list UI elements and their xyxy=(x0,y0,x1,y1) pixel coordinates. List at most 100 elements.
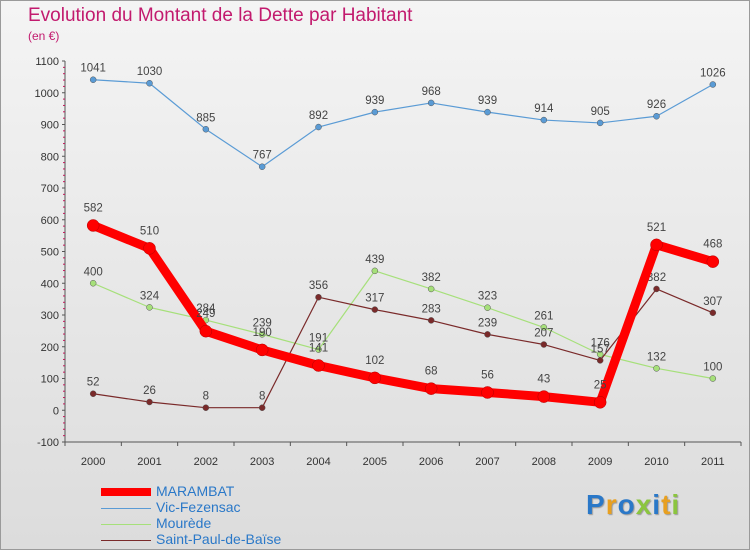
data-point xyxy=(537,390,551,403)
proxiti-logo: Proxiti xyxy=(586,489,681,520)
data-point xyxy=(143,242,156,255)
data-label: 249 xyxy=(196,308,215,320)
data-label: 767 xyxy=(253,150,272,162)
data-point xyxy=(315,123,322,131)
data-point xyxy=(709,375,717,382)
data-label: 317 xyxy=(365,293,384,305)
x-tick-label: 2000 xyxy=(81,456,105,468)
y-tick-label: 100 xyxy=(41,374,59,386)
data-point xyxy=(427,99,435,107)
data-label: 176 xyxy=(591,337,610,349)
data-point xyxy=(593,396,607,409)
x-tick-label: 2011 xyxy=(701,456,725,468)
data-point xyxy=(371,306,379,313)
y-tick-label: 600 xyxy=(41,215,59,227)
data-label: 261 xyxy=(534,310,553,322)
data-point xyxy=(146,79,153,87)
y-tick-label: 900 xyxy=(41,120,59,132)
data-point xyxy=(315,293,322,301)
y-tick-label: 700 xyxy=(41,183,59,195)
data-point xyxy=(706,255,720,268)
data-label: 8 xyxy=(203,391,209,403)
y-tick-label: 1100 xyxy=(35,56,59,68)
legend-swatch-vic-fezensac xyxy=(101,508,151,509)
data-label: 239 xyxy=(478,317,497,329)
data-point xyxy=(255,343,269,357)
data-label: 25 xyxy=(594,379,607,391)
y-tick-label: 300 xyxy=(41,310,59,322)
x-tick-label: 2003 xyxy=(250,456,274,468)
data-point xyxy=(312,359,325,372)
data-label: 323 xyxy=(478,291,497,303)
y-tick-label: 500 xyxy=(41,247,59,259)
data-label: 284 xyxy=(196,303,216,315)
data-point xyxy=(427,317,435,324)
data-label: 26 xyxy=(143,385,156,397)
data-label: 382 xyxy=(422,272,441,284)
data-label: 283 xyxy=(422,303,441,315)
data-point xyxy=(89,76,97,83)
legend-label-saint-paul-de-baise: Saint-Paul-de-Baïse xyxy=(156,531,282,547)
data-point xyxy=(146,398,153,406)
data-label: 892 xyxy=(309,110,328,122)
data-label: 207 xyxy=(534,328,553,340)
data-label: 1030 xyxy=(137,66,163,78)
x-tick-label: 2001 xyxy=(137,456,161,468)
data-point xyxy=(371,267,379,275)
data-label: 905 xyxy=(591,106,610,118)
data-label: 885 xyxy=(196,112,215,124)
data-point xyxy=(596,119,604,127)
data-label: 1041 xyxy=(80,63,106,75)
data-point xyxy=(709,309,717,317)
data-point xyxy=(258,404,266,411)
data-label: 1026 xyxy=(700,67,726,79)
data-label: 400 xyxy=(84,266,103,278)
data-label: 190 xyxy=(253,327,272,339)
data-label: 324 xyxy=(140,290,160,302)
chart-subtitle: (en €) xyxy=(28,29,60,43)
data-point xyxy=(315,346,322,353)
data-label: 102 xyxy=(365,355,384,367)
legend-label-vic-fezensac: Vic-Fezensac xyxy=(156,499,241,515)
y-tick-label: 1000 xyxy=(35,88,59,100)
data-point xyxy=(371,108,379,116)
legend-swatch-marambat xyxy=(101,488,151,496)
y-tick-label: 0 xyxy=(53,405,59,417)
data-point xyxy=(653,285,660,293)
chart-title: Evolution du Montant de la Dette par Hab… xyxy=(28,5,413,26)
data-point xyxy=(202,404,210,411)
x-tick-label: 2002 xyxy=(194,456,218,468)
data-point xyxy=(86,219,100,232)
data-point xyxy=(89,280,97,287)
data-point xyxy=(89,390,97,397)
data-point xyxy=(202,126,210,133)
x-tick-label: 2006 xyxy=(419,456,443,468)
data-point xyxy=(258,331,266,338)
data-label: 68 xyxy=(425,366,438,378)
data-point xyxy=(258,163,266,170)
data-point xyxy=(424,382,438,395)
data-label: 468 xyxy=(703,239,722,251)
data-label: 382 xyxy=(647,272,666,284)
data-point xyxy=(484,331,491,338)
x-tick-label: 2009 xyxy=(588,456,612,468)
data-point xyxy=(427,285,435,293)
data-label: 521 xyxy=(647,222,666,234)
data-label: 239 xyxy=(253,317,272,329)
data-point xyxy=(540,116,548,124)
data-point xyxy=(199,324,213,338)
data-label: 914 xyxy=(534,103,554,115)
data-point xyxy=(484,108,491,116)
data-label: 307 xyxy=(703,296,722,308)
data-label: 132 xyxy=(647,351,666,363)
data-label: 56 xyxy=(481,369,494,381)
data-label: 356 xyxy=(309,280,328,292)
data-point xyxy=(709,81,717,88)
y-tick-label: 200 xyxy=(41,342,59,354)
data-label: 939 xyxy=(478,95,497,107)
data-point xyxy=(484,304,491,311)
data-label: 439 xyxy=(365,254,384,266)
data-label: 8 xyxy=(259,391,265,403)
data-label: 926 xyxy=(647,99,666,111)
